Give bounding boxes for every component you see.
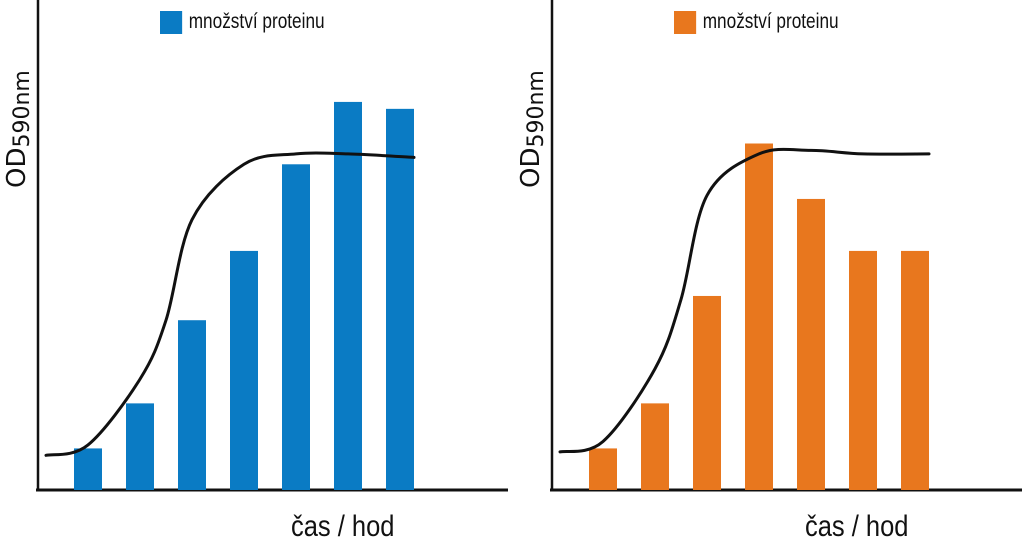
y-axis-label-sub-right: 590nm <box>524 70 549 148</box>
legend-left: množství proteinu <box>160 10 325 34</box>
bar-right-4 <box>745 143 773 490</box>
legend-swatch-right <box>674 10 697 34</box>
y-axis-label-left: OD590nm <box>2 70 35 189</box>
y-axis-label-main-left: OD <box>2 147 32 189</box>
x-axis-label-right: čas / hod <box>805 510 909 543</box>
bar-left-6 <box>334 101 362 491</box>
bar-left-4 <box>230 250 258 490</box>
bar-right-7 <box>901 250 929 490</box>
growth-curve-right <box>558 147 931 454</box>
chart-right-svg <box>550 0 1022 492</box>
bar-right-3 <box>693 295 721 490</box>
bar-right-2 <box>641 403 669 490</box>
chart-panel-right: množství proteinu OD590nm čas / hod <box>512 0 1024 545</box>
bar-left-5 <box>282 164 310 491</box>
legend-swatch-left <box>160 10 183 34</box>
bar-right-1 <box>589 448 617 490</box>
chart-left-svg <box>36 0 508 492</box>
legend-label-left: množství proteinu <box>188 10 325 33</box>
y-axis-label-right: OD590nm <box>516 70 549 189</box>
bar-right-5 <box>797 198 825 490</box>
bar-right-6 <box>849 250 877 490</box>
bar-left-3 <box>178 320 206 490</box>
growth-curve-left <box>44 151 416 457</box>
legend-label-right: množství proteinu <box>702 10 839 33</box>
bar-left-2 <box>126 403 154 490</box>
bar-left-1 <box>74 448 102 490</box>
chart-panel-left: množství proteinu OD590nm čas / hod <box>2 0 508 543</box>
bar-left-7 <box>386 108 414 490</box>
y-axis-label-main-right: OD <box>516 147 546 189</box>
legend-right: množství proteinu <box>674 10 839 34</box>
y-axis-label-sub-left: 590nm <box>10 70 35 148</box>
x-axis-label-left: čas / hod <box>291 510 395 543</box>
